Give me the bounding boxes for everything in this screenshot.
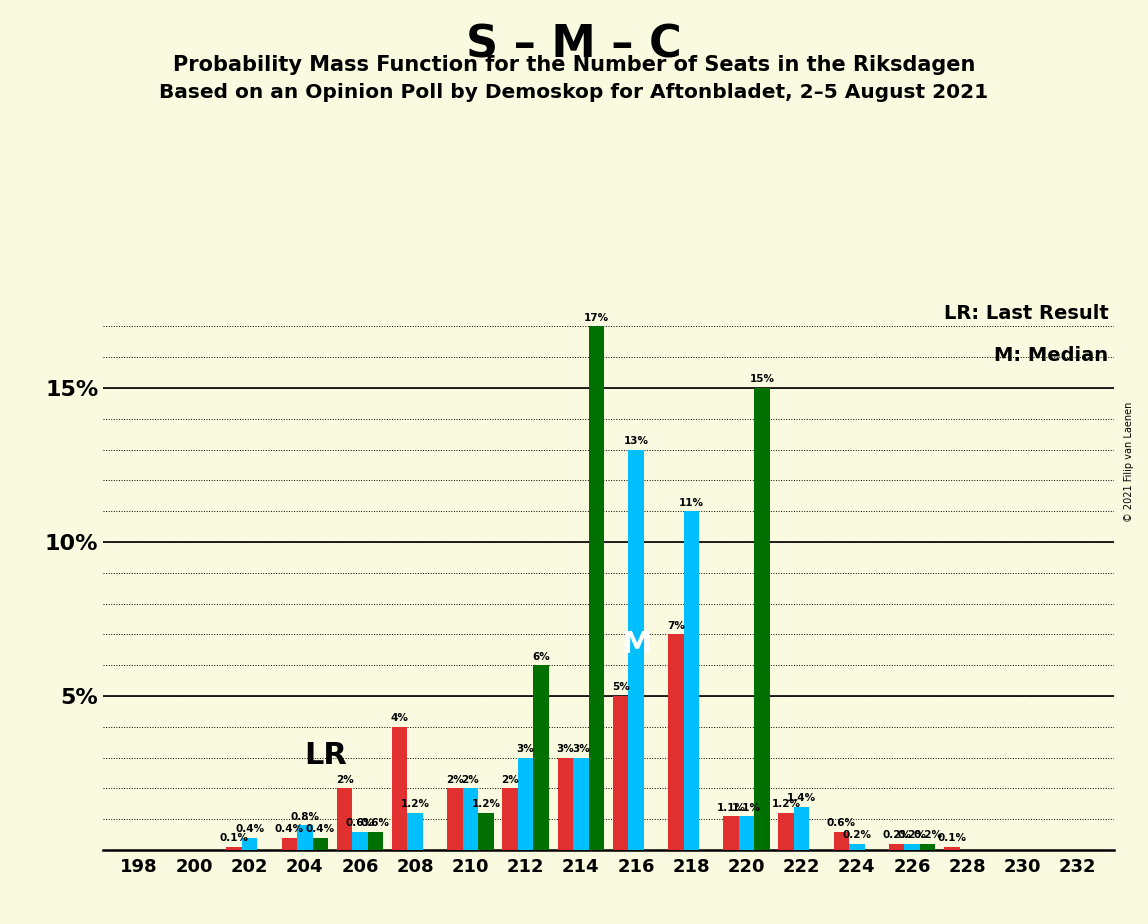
Bar [905,844,920,850]
Bar [336,788,352,850]
Bar [408,813,422,850]
Text: 0.4%: 0.4% [235,824,264,834]
Bar [558,758,573,850]
Text: 13%: 13% [623,436,649,446]
Text: 0.1%: 0.1% [937,833,967,844]
Text: 2%: 2% [335,775,354,784]
Bar [463,788,479,850]
Text: M: Median: M: Median [994,346,1109,365]
Text: 3%: 3% [572,744,590,754]
Bar [794,807,809,850]
Text: Probability Mass Function for the Number of Seats in the Riksdagen: Probability Mass Function for the Number… [173,55,975,76]
Text: LR: LR [304,741,347,770]
Text: 1.1%: 1.1% [716,803,745,812]
Bar [754,388,769,850]
Bar [778,813,794,850]
Bar [573,758,589,850]
Text: 1.2%: 1.2% [472,799,501,809]
Text: 1.1%: 1.1% [732,803,761,812]
Text: 2%: 2% [447,775,464,784]
Text: 3%: 3% [517,744,535,754]
Text: 0.6%: 0.6% [346,818,374,828]
Bar [723,816,738,850]
Bar [944,847,960,850]
Text: 2%: 2% [461,775,480,784]
Bar [920,844,936,850]
Text: 0.6%: 0.6% [827,818,856,828]
Bar [448,788,463,850]
Bar [889,844,905,850]
Text: LR: Last Result: LR: Last Result [944,304,1109,323]
Text: 1.2%: 1.2% [401,799,429,809]
Bar [668,635,683,850]
Text: 4%: 4% [390,713,409,723]
Bar [518,758,534,850]
Text: 1.2%: 1.2% [771,799,800,809]
Bar [503,788,518,850]
Text: 0.2%: 0.2% [898,831,926,840]
Text: 0.2%: 0.2% [843,831,871,840]
Bar [391,727,408,850]
Bar [534,665,549,850]
Text: 1.4%: 1.4% [788,794,816,803]
Text: 11%: 11% [678,498,704,507]
Bar [297,825,312,850]
Text: 0.2%: 0.2% [913,831,943,840]
Text: 5%: 5% [612,683,629,692]
Bar [281,838,297,850]
Bar [613,696,628,850]
Bar [312,838,328,850]
Bar [833,832,850,850]
Bar [738,816,754,850]
Text: 6%: 6% [533,651,550,662]
Text: S – M – C: S – M – C [466,23,682,67]
Text: Based on an Opinion Poll by Demoskop for Aftonbladet, 2–5 August 2021: Based on an Opinion Poll by Demoskop for… [160,83,988,103]
Bar [479,813,494,850]
Text: 7%: 7% [667,621,684,631]
Bar [352,832,367,850]
Text: 15%: 15% [750,374,775,384]
Text: 0.2%: 0.2% [882,831,912,840]
Text: 0.1%: 0.1% [219,833,249,844]
Text: 0.8%: 0.8% [290,812,319,821]
Text: 17%: 17% [583,313,608,322]
Text: 0.4%: 0.4% [305,824,335,834]
Text: 2%: 2% [502,775,519,784]
Text: 0.4%: 0.4% [274,824,304,834]
Text: © 2021 Filip van Laenen: © 2021 Filip van Laenen [1124,402,1134,522]
Bar [850,844,864,850]
Text: M: M [621,630,651,659]
Bar [628,450,644,850]
Bar [683,511,699,850]
Bar [367,832,383,850]
Bar [242,838,257,850]
Text: 0.6%: 0.6% [360,818,390,828]
Bar [226,847,242,850]
Text: 3%: 3% [557,744,574,754]
Bar [589,326,604,850]
